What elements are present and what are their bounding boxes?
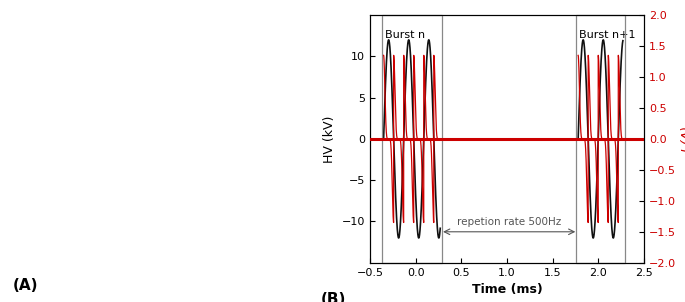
X-axis label: Time (ms): Time (ms) bbox=[471, 283, 543, 296]
Y-axis label: I (A): I (A) bbox=[682, 126, 685, 152]
Bar bbox=[576, 15, 625, 263]
Text: Burst n: Burst n bbox=[384, 30, 425, 40]
Bar bbox=[382, 15, 442, 263]
Text: Burst n+1: Burst n+1 bbox=[579, 30, 636, 40]
Text: (A): (A) bbox=[13, 278, 38, 293]
Y-axis label: HV (kV): HV (kV) bbox=[323, 115, 336, 162]
Text: (B): (B) bbox=[321, 292, 346, 302]
Text: repetion rate 500Hz: repetion rate 500Hz bbox=[457, 217, 561, 227]
